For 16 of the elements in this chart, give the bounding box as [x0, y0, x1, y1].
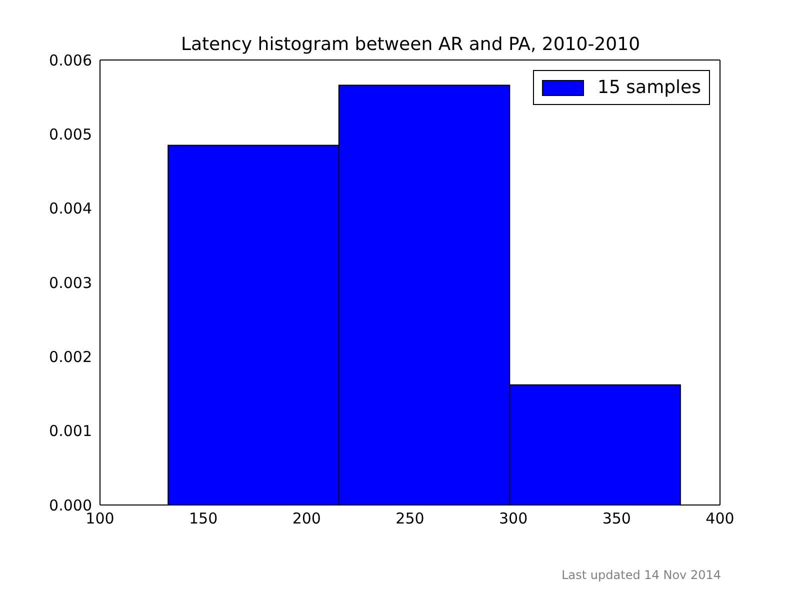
x-tick-label: 150: [189, 510, 218, 528]
y-tick-label: 0.006: [49, 51, 92, 70]
x-tick-label: 250: [396, 510, 424, 528]
x-tick-label: 200: [292, 510, 321, 528]
y-tick-label: 0.001: [49, 422, 92, 440]
y-tick-label: 0.003: [49, 274, 92, 292]
chart-title: Latency histogram between AR and PA, 2010-2010: [180, 34, 642, 55]
x-tick-label: 100: [86, 510, 114, 528]
x-tick-label: 350: [602, 510, 631, 528]
y-tick-label: 0.002: [49, 348, 92, 366]
y-tick-label: 0.004: [49, 200, 92, 218]
text: Last updated 14 Nov 2014: [562, 568, 721, 582]
x-tick-label: 400: [706, 510, 734, 528]
x-tick-label: 300: [499, 510, 528, 528]
y-tick-label: 0.005: [49, 125, 92, 144]
legend-label: 15 samples: [598, 77, 701, 98]
